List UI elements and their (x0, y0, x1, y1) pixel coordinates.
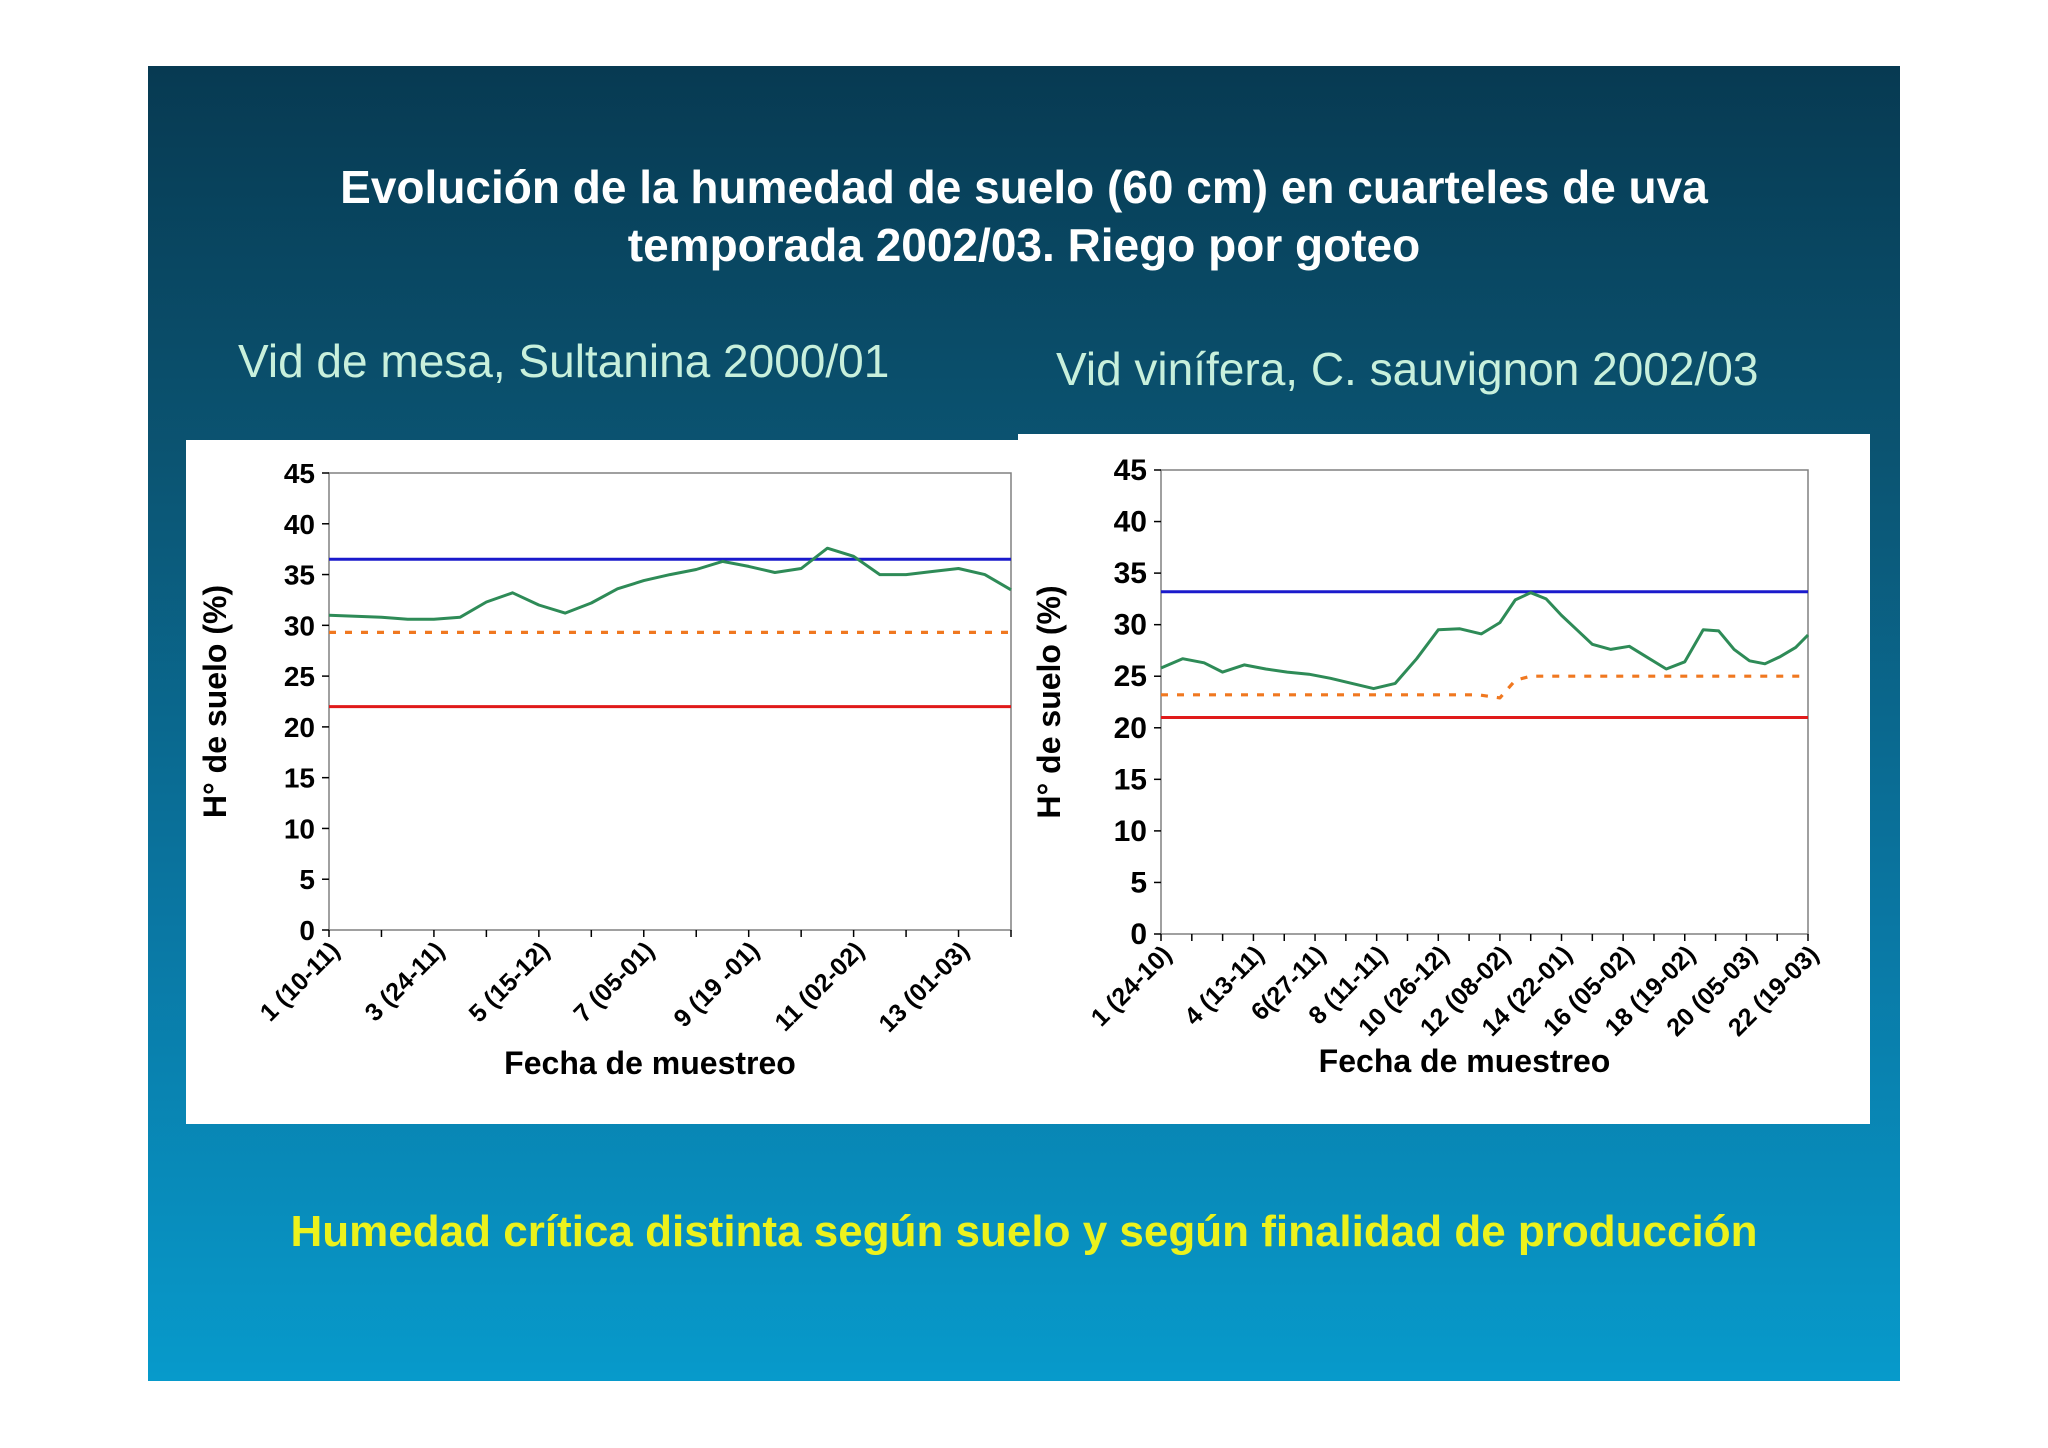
x-axis-title: Fecha de muestreo (504, 1045, 796, 1081)
y-tick-label: 35 (284, 560, 315, 591)
y-tick-label: 0 (1130, 918, 1147, 951)
x-axis-title: Fecha de muestreo (1319, 1043, 1611, 1079)
x-tick-label: 5 (15-12) (464, 936, 556, 1028)
chart-right-panel: 0 5 10 15 20 25 30 35 40 45 1 (24-10) 4 (13-11) 6(27… (1018, 434, 1870, 1124)
y-tick-label: 15 (1114, 763, 1147, 796)
x-tick-label: 13 (01-03) (873, 936, 974, 1037)
x-tick-label: 7 (05-01) (568, 936, 660, 1028)
slide-background: Evolución de la humedad de suelo (60 cm)… (148, 66, 1900, 1381)
x-tick-label: 11 (02-02) (769, 936, 869, 1036)
plot-area (1160, 469, 1809, 935)
x-tick-label: 1 (24-10) (1086, 940, 1178, 1032)
y-tick-label: 5 (1130, 866, 1147, 899)
y-tick-label: 5 (299, 864, 315, 895)
y-tick-label: 10 (1114, 815, 1147, 848)
x-tick-label: 9 (19 -01) (668, 936, 764, 1032)
y-tick-label: 45 (1114, 454, 1147, 487)
chart-left: 0 5 10 15 20 25 30 35 40 45 1 (10-11) 3 (24-11) 5 (1… (197, 458, 1012, 1081)
y-tick-label: 30 (1114, 609, 1147, 642)
slide-title-line2: temporada 2002/03. Riego por goteo (627, 219, 1421, 271)
plot-area (328, 472, 1012, 931)
y-tick-label: 20 (284, 712, 315, 743)
y-tick-label: 35 (1114, 557, 1147, 590)
x-tick-label: 3 (24-11) (360, 936, 451, 1027)
y-tick-label: 40 (1114, 506, 1147, 539)
y-tick-label: 30 (284, 610, 315, 641)
conclusion-text: Humedad crítica distinta según suelo y s… (290, 1207, 1758, 1256)
y-tick-label: 25 (284, 661, 315, 692)
y-axis-title: H° de suelo (%) (1031, 585, 1067, 818)
series-line-medida (1160, 591, 1810, 691)
y-tick-label: 40 (284, 509, 315, 540)
series-line-critico (1161, 674, 1808, 700)
chart-right-subtitle: Vid vinífera, C. sauvignon 2002/03 (1056, 343, 1759, 395)
chart-left-panel: 0 5 10 15 20 25 30 35 40 45 1 (10-11) 3 (24-11) 5 (1… (186, 440, 1018, 1124)
y-tick-label: 10 (284, 813, 315, 844)
series-line-medida (328, 546, 1012, 621)
y-tick-label: 45 (284, 458, 315, 489)
y-axis-title: H° de suelo (%) (197, 585, 233, 818)
slide-title-line1: Evolución de la humedad de suelo (60 cm)… (340, 161, 1708, 213)
y-tick-label: 0 (299, 915, 315, 946)
y-tick-label: 20 (1114, 712, 1147, 745)
chart-left-subtitle: Vid de mesa, Sultanina 2000/01 (238, 335, 890, 387)
y-tick-label: 25 (1114, 660, 1147, 693)
y-tick-label: 15 (284, 763, 315, 794)
x-tick-label: 1 (10-11) (255, 936, 346, 1027)
